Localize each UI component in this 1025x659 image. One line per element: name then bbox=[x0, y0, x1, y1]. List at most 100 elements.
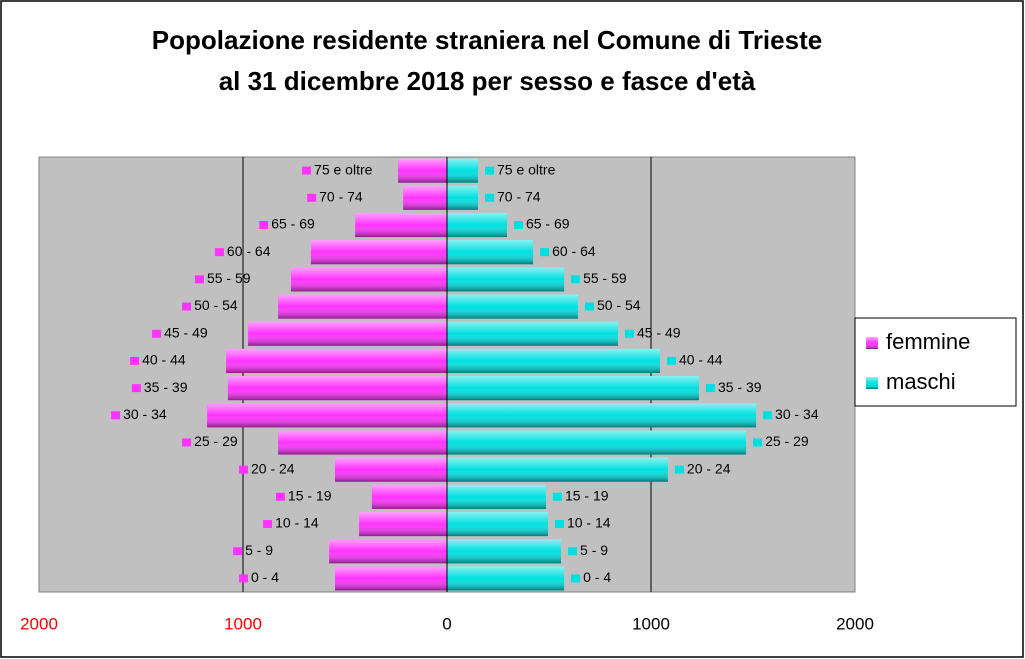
legend-swatch-shade bbox=[866, 337, 878, 349]
label-marker bbox=[302, 166, 312, 175]
label-marker bbox=[131, 384, 141, 393]
bar-shade bbox=[447, 539, 562, 564]
bar-shade bbox=[278, 430, 447, 455]
bar-shade bbox=[447, 321, 618, 346]
category-label: 50 - 54 bbox=[194, 297, 238, 313]
bar-shade bbox=[359, 511, 447, 537]
bar-shade bbox=[398, 158, 447, 183]
bar-shade bbox=[355, 212, 447, 238]
legend-label: femmine bbox=[886, 329, 970, 354]
category-label: 75 e oltre bbox=[314, 161, 373, 177]
category-label: 5 - 9 bbox=[580, 542, 608, 558]
category-label: 20 - 24 bbox=[251, 460, 295, 476]
category-label: 65 - 69 bbox=[271, 216, 315, 232]
label-marker bbox=[214, 248, 224, 257]
label-marker bbox=[275, 492, 285, 501]
bar-shade bbox=[447, 294, 578, 319]
category-label: 55 - 59 bbox=[583, 270, 627, 286]
bar-shade bbox=[447, 376, 699, 401]
label-marker bbox=[705, 384, 715, 393]
label-marker bbox=[182, 302, 192, 311]
label-marker bbox=[152, 329, 162, 338]
bar-shade bbox=[447, 430, 747, 455]
category-label: 70 - 74 bbox=[497, 188, 541, 204]
chart-title: al 31 dicembre 2018 per sesso e fasce d'… bbox=[219, 66, 756, 96]
bar-shade bbox=[248, 321, 447, 346]
category-label: 0 - 4 bbox=[251, 569, 279, 585]
category-label: 40 - 44 bbox=[679, 352, 723, 368]
bar-shade bbox=[290, 267, 447, 292]
category-label: 45 - 49 bbox=[164, 324, 208, 340]
label-marker bbox=[624, 329, 634, 338]
bar-shade bbox=[371, 484, 447, 509]
label-marker bbox=[111, 411, 121, 420]
bar-shade bbox=[447, 511, 548, 537]
x-tick-label: 0 bbox=[442, 614, 451, 633]
label-marker bbox=[571, 275, 581, 284]
category-label: 20 - 24 bbox=[687, 460, 731, 476]
label-marker bbox=[182, 438, 192, 447]
label-marker bbox=[194, 275, 204, 284]
category-label: 40 - 44 bbox=[142, 352, 186, 368]
bar-shade bbox=[329, 539, 447, 564]
label-marker bbox=[307, 193, 317, 202]
bar-shade bbox=[227, 376, 447, 401]
x-tick-label: 2000 bbox=[836, 614, 874, 633]
bar-shade bbox=[335, 457, 447, 482]
legend-label: maschi bbox=[886, 369, 956, 394]
legend-swatch-shade bbox=[866, 377, 878, 389]
label-marker bbox=[584, 302, 594, 311]
x-tick-label: 1000 bbox=[632, 614, 670, 633]
legend bbox=[854, 317, 1017, 407]
category-label: 0 - 4 bbox=[583, 569, 611, 585]
category-label: 35 - 39 bbox=[718, 379, 762, 395]
label-marker bbox=[568, 547, 578, 556]
category-label: 55 - 59 bbox=[207, 270, 251, 286]
category-label: 75 e oltre bbox=[497, 161, 556, 177]
bar-shade bbox=[447, 348, 660, 373]
category-label: 35 - 39 bbox=[144, 379, 188, 395]
label-marker bbox=[485, 193, 495, 202]
bar-shade bbox=[403, 185, 447, 210]
category-label: 25 - 29 bbox=[194, 433, 238, 449]
label-marker bbox=[263, 520, 273, 529]
category-label: 30 - 34 bbox=[775, 406, 819, 422]
category-label: 60 - 64 bbox=[227, 243, 271, 259]
category-label: 60 - 64 bbox=[552, 243, 596, 259]
bar-shade bbox=[447, 403, 757, 428]
bar-shade bbox=[447, 185, 479, 210]
label-marker bbox=[239, 465, 249, 474]
category-label: 65 - 69 bbox=[526, 216, 570, 232]
label-marker bbox=[674, 465, 684, 474]
x-tick-label: 2000 bbox=[20, 614, 58, 633]
bar-shade bbox=[447, 240, 534, 265]
label-marker bbox=[666, 356, 676, 365]
chart-title: Popolazione residente straniera nel Comu… bbox=[152, 25, 822, 55]
category-label: 10 - 14 bbox=[567, 515, 611, 531]
label-marker bbox=[571, 574, 581, 583]
category-label: 15 - 19 bbox=[565, 488, 609, 504]
bar-shade bbox=[447, 267, 565, 292]
bar-shade bbox=[447, 566, 565, 591]
category-label: 15 - 19 bbox=[288, 488, 332, 504]
category-label: 25 - 29 bbox=[765, 433, 809, 449]
bar-shade bbox=[335, 566, 447, 591]
label-marker bbox=[259, 220, 269, 229]
bar-shade bbox=[447, 212, 507, 238]
label-marker bbox=[233, 547, 243, 556]
bar-shade bbox=[310, 240, 447, 265]
label-marker bbox=[753, 438, 763, 447]
bar-shade bbox=[447, 457, 668, 482]
category-label: 10 - 14 bbox=[275, 515, 319, 531]
bar-shade bbox=[226, 348, 447, 373]
label-marker bbox=[763, 411, 773, 420]
category-label: 50 - 54 bbox=[597, 297, 641, 313]
category-label: 45 - 49 bbox=[637, 324, 681, 340]
label-marker bbox=[513, 220, 523, 229]
label-marker bbox=[540, 248, 550, 257]
label-marker bbox=[554, 520, 564, 529]
category-label: 5 - 9 bbox=[245, 542, 273, 558]
category-label: 30 - 34 bbox=[123, 406, 167, 422]
label-marker bbox=[552, 492, 562, 501]
